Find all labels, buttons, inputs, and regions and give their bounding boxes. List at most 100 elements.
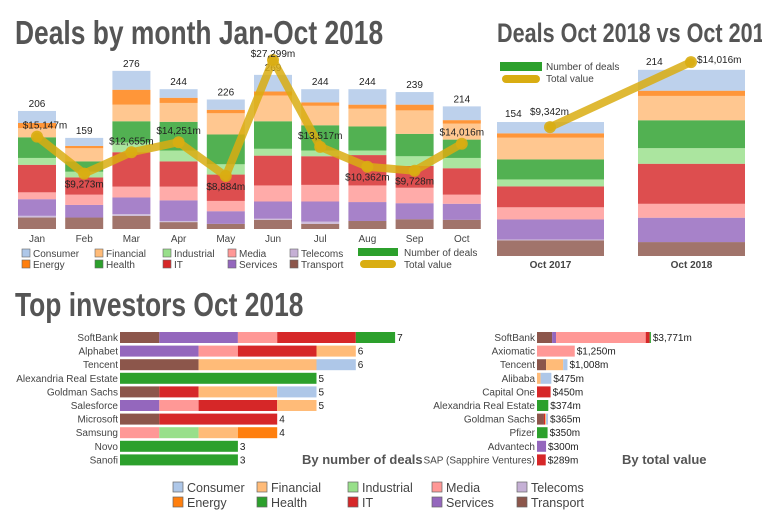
investor-name: SoftBank (494, 333, 536, 344)
investor-name: Tencent (83, 360, 118, 371)
legend-label-telecoms: Telecoms (301, 249, 343, 260)
bar-segment-health (120, 454, 238, 466)
bar-segment-energy (206, 109, 245, 114)
investor-bar-label: 5 (319, 374, 325, 385)
legend-label-transport: Transport (531, 496, 585, 510)
bar-segment-media (497, 207, 604, 220)
investor-bar-label: 7 (397, 333, 403, 344)
bar-segment-it (537, 386, 551, 398)
bar-segment-transport (120, 413, 160, 425)
month-tick-label: Sep (406, 234, 424, 245)
bar-segment-transport (395, 219, 434, 229)
industrial-swatch (162, 248, 172, 258)
bar-segment-health (537, 400, 549, 411)
bar-segment-services (112, 197, 151, 215)
bar-segment-financial (348, 108, 387, 127)
services-swatch (227, 259, 237, 269)
bar-segment-it (159, 386, 199, 398)
bar-segment-energy (65, 145, 104, 149)
bar-segment-health (254, 121, 292, 149)
bar-segment-financial (537, 372, 541, 384)
bar-segment-media (120, 427, 160, 439)
value-label: $9,273m (65, 180, 104, 191)
bar-segment-consumer (159, 89, 198, 98)
bar-segment-consumer (301, 89, 340, 103)
period-tick-label: Oct 2017 (530, 260, 572, 271)
bar-segment-services (65, 204, 104, 218)
legend-number-of-deals: Number of deals (546, 62, 619, 73)
value-label: $27,299m (251, 49, 295, 60)
bar-segment-industrial (254, 148, 292, 156)
bar-total-label: 276 (123, 59, 140, 70)
month-tick-label: Jul (314, 234, 327, 245)
bar-segment-financial (395, 110, 434, 134)
monthly-chart-title: Deals by month Jan-Oct 2018 (15, 15, 383, 51)
bar-segment-services (120, 400, 160, 411)
total-value-line (33, 56, 466, 181)
bar-segment-transport (120, 332, 160, 343)
legend-label-energy: Energy (33, 260, 65, 271)
bar-segment-industrial (18, 157, 56, 165)
health-swatch (256, 496, 268, 508)
investor-bar-label: 6 (358, 347, 364, 358)
investor-name: SoftBank (77, 333, 119, 344)
bar-segment-services (537, 440, 547, 452)
bar-segment-telecoms (254, 218, 292, 220)
value-label: $9,728m (395, 177, 434, 188)
media-swatch (431, 481, 443, 493)
comparison-chart-title: Deals Oct 2018 vs Oct 2017 (497, 19, 762, 49)
investor-bar-label: 5 (319, 401, 325, 412)
month-tick-label: Oct (454, 234, 470, 245)
bar-segment-industrial (395, 156, 434, 166)
investor-name: SAP (Sapphire Ventures) (423, 455, 535, 466)
bar-segment-it (638, 163, 745, 204)
investor-bar-label: $1,008m (569, 360, 608, 371)
bar-segment-health (497, 159, 604, 180)
investor-bar-label: 5 (319, 387, 325, 398)
bar-segment-media (638, 203, 745, 218)
bar-segment-media (537, 345, 575, 357)
legend-label-health: Health (106, 260, 135, 271)
subtitle-by-value: By total value (622, 452, 707, 467)
bar-segment-consumer (18, 110, 56, 123)
legend-label-telecoms: Telecoms (531, 481, 584, 495)
total-value-point (78, 167, 91, 180)
bar-segment-it (645, 332, 650, 343)
bar-segment-health (537, 427, 548, 439)
bar-segment-transport (442, 219, 481, 229)
bar-segment-telecoms (159, 220, 198, 223)
bar-segment-transport (120, 359, 199, 371)
month-tick-label: Jan (29, 234, 45, 245)
legend-label-services: Services (446, 496, 494, 510)
investor-bar-label: $350m (550, 428, 581, 439)
bar-segment-industrial (638, 148, 745, 164)
bar-segment-media (18, 192, 56, 200)
telecoms-swatch (516, 481, 528, 493)
bar-segment-media (395, 187, 434, 204)
legend-total-value: Total value (546, 74, 594, 85)
bar-segment-transport (537, 359, 547, 371)
bar-segment-consumer (348, 89, 387, 105)
bar-segment-services (120, 345, 199, 357)
bar-segment-it (543, 413, 546, 425)
bar-segment-it (537, 454, 546, 466)
media-swatch (227, 248, 237, 258)
bar-segment-health (638, 120, 745, 149)
transport-swatch (516, 496, 528, 508)
bar-segment-financial (277, 400, 317, 411)
investor-bar-label: 4 (279, 415, 285, 426)
bar-segment-energy (395, 104, 434, 111)
total-value-point (544, 121, 556, 134)
month-tick-label: Apr (171, 234, 187, 245)
investor-bar-label: $3,771m (653, 333, 692, 344)
bar-segment-health (120, 372, 317, 384)
value-label: $12,655m (109, 136, 153, 147)
bar-segment-transport (638, 242, 745, 256)
bar-segment-telecoms (18, 215, 56, 218)
legend-label-services: Services (239, 260, 277, 271)
transport-swatch (289, 259, 299, 269)
bar-segment-services (638, 217, 745, 243)
bar-segment-services (254, 201, 292, 219)
bar-total-label: 214 (453, 94, 470, 105)
